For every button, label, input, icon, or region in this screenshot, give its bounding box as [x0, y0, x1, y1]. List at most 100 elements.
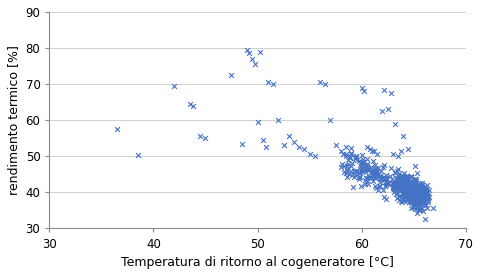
- Point: [345, 158, 352, 163]
- Point: [340, 152, 348, 156]
- Point: [417, 198, 424, 202]
- Point: [406, 189, 414, 193]
- Point: [408, 197, 416, 201]
- Point: [416, 190, 423, 195]
- Point: [390, 182, 397, 187]
- Point: [410, 178, 418, 182]
- Point: [402, 190, 410, 195]
- Point: [347, 164, 355, 168]
- Point: [416, 197, 423, 201]
- Point: [342, 153, 350, 158]
- Point: [396, 193, 403, 198]
- Point: [383, 181, 391, 185]
- Point: [417, 192, 425, 197]
- Point: [415, 195, 422, 200]
- Point: [397, 188, 405, 192]
- Point: [414, 184, 422, 188]
- Point: [404, 182, 411, 186]
- Point: [349, 185, 357, 190]
- Point: [355, 159, 363, 164]
- Point: [406, 180, 413, 184]
- Point: [393, 177, 401, 182]
- Point: [413, 189, 421, 193]
- Point: [371, 166, 379, 171]
- Point: [359, 160, 367, 164]
- Point: [414, 200, 421, 204]
- Point: [344, 161, 352, 166]
- Point: [387, 91, 395, 95]
- Point: [412, 190, 420, 194]
- Point: [374, 188, 382, 192]
- Point: [408, 190, 416, 194]
- Point: [400, 182, 408, 187]
- Point: [411, 189, 419, 194]
- Point: [408, 185, 416, 190]
- Point: [424, 196, 432, 201]
- Point: [408, 185, 415, 189]
- Point: [357, 161, 365, 166]
- Point: [372, 169, 379, 174]
- Point: [356, 175, 364, 179]
- Point: [332, 143, 339, 148]
- Point: [402, 191, 410, 195]
- Point: [420, 191, 428, 195]
- Point: [417, 193, 425, 198]
- Point: [338, 161, 346, 166]
- Point: [409, 188, 417, 192]
- Point: [399, 192, 407, 197]
- Point: [134, 153, 142, 157]
- Point: [394, 184, 402, 189]
- Point: [399, 185, 407, 189]
- Point: [416, 193, 424, 198]
- Point: [415, 196, 423, 200]
- Point: [420, 193, 428, 198]
- Point: [348, 172, 356, 177]
- Point: [411, 180, 419, 184]
- Point: [394, 191, 401, 196]
- Point: [420, 194, 428, 199]
- Point: [420, 208, 427, 213]
- Point: [399, 174, 407, 178]
- Point: [371, 184, 379, 189]
- Point: [413, 211, 420, 215]
- Point: [399, 187, 407, 192]
- Point: [424, 200, 432, 205]
- Point: [417, 188, 424, 192]
- Point: [410, 189, 418, 194]
- Point: [397, 199, 405, 203]
- Point: [396, 185, 404, 190]
- Point: [414, 185, 422, 189]
- Point: [415, 193, 422, 198]
- Point: [418, 186, 425, 190]
- Point: [405, 190, 413, 195]
- Y-axis label: rendimento termico [%]: rendimento termico [%]: [7, 45, 20, 195]
- Point: [419, 206, 426, 210]
- Point: [321, 82, 329, 86]
- Point: [411, 183, 419, 187]
- Point: [347, 156, 354, 161]
- Point: [406, 181, 413, 185]
- Point: [402, 194, 409, 199]
- Point: [400, 199, 408, 204]
- Point: [408, 189, 416, 193]
- Point: [398, 180, 406, 185]
- Point: [394, 181, 402, 185]
- Point: [357, 161, 365, 166]
- Point: [415, 189, 423, 193]
- Point: [373, 152, 381, 157]
- Point: [363, 145, 371, 150]
- Point: [396, 189, 404, 193]
- Point: [394, 154, 402, 158]
- Point: [414, 196, 421, 200]
- Point: [400, 187, 408, 191]
- Point: [412, 192, 420, 197]
- Point: [410, 194, 418, 198]
- Point: [186, 102, 194, 106]
- Point: [409, 193, 417, 198]
- Point: [404, 198, 412, 202]
- Point: [415, 203, 423, 207]
- Point: [414, 185, 422, 189]
- Point: [399, 179, 407, 184]
- Point: [413, 198, 420, 203]
- Point: [410, 183, 418, 187]
